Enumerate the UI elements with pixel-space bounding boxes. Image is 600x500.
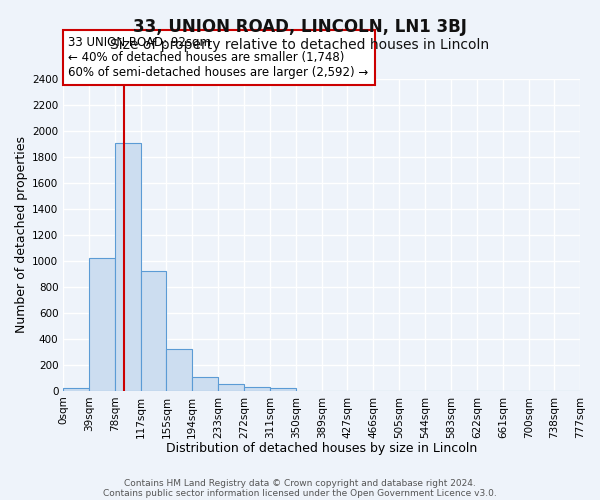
Text: Contains public sector information licensed under the Open Government Licence v3: Contains public sector information licen…: [103, 490, 497, 498]
X-axis label: Distribution of detached houses by size in Lincoln: Distribution of detached houses by size …: [166, 442, 477, 455]
Bar: [89, 258, 115, 391]
Bar: [244, 387, 270, 391]
Bar: [115, 142, 141, 391]
Bar: [141, 272, 166, 391]
Y-axis label: Number of detached properties: Number of detached properties: [15, 136, 28, 334]
Bar: [63, 388, 89, 391]
Text: Contains HM Land Registry data © Crown copyright and database right 2024.: Contains HM Land Registry data © Crown c…: [124, 480, 476, 488]
Bar: [218, 384, 244, 391]
Bar: [270, 388, 296, 391]
Text: 33 UNION ROAD: 92sqm
← 40% of detached houses are smaller (1,748)
60% of semi-de: 33 UNION ROAD: 92sqm ← 40% of detached h…: [68, 36, 368, 79]
Bar: [166, 348, 192, 391]
Text: 33, UNION ROAD, LINCOLN, LN1 3BJ: 33, UNION ROAD, LINCOLN, LN1 3BJ: [133, 18, 467, 36]
Bar: [192, 376, 218, 391]
Text: Size of property relative to detached houses in Lincoln: Size of property relative to detached ho…: [110, 38, 490, 52]
